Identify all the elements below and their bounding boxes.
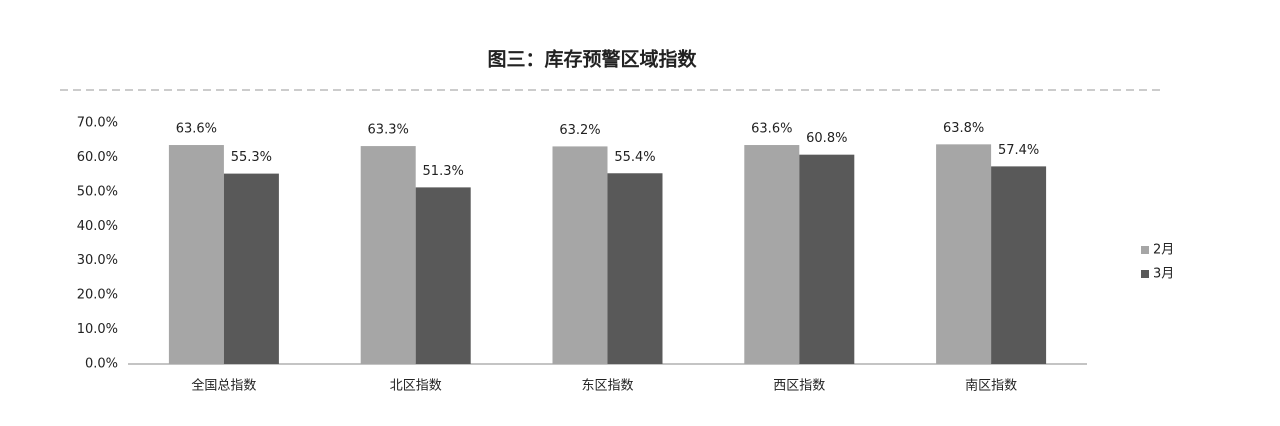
y-tick-label: 50.0% bbox=[77, 184, 118, 199]
x-tick-label: 东区指数 bbox=[581, 379, 633, 394]
chart-title: 图三：库存预警区域指数 bbox=[487, 48, 697, 71]
legend-label: 2月 bbox=[1153, 243, 1174, 258]
x-tick-label: 全国总指数 bbox=[191, 378, 256, 394]
x-tick-label: 北区指数 bbox=[390, 379, 442, 394]
bar bbox=[415, 187, 471, 364]
value-label: 63.6% bbox=[751, 122, 792, 137]
value-label: 63.8% bbox=[943, 121, 984, 136]
bar bbox=[552, 146, 608, 364]
y-tick-label: 0.0% bbox=[85, 357, 118, 372]
value-label: 55.3% bbox=[231, 150, 272, 165]
x-tick-label: 西区指数 bbox=[773, 379, 825, 394]
value-label: 60.8% bbox=[806, 131, 847, 146]
legend-swatch bbox=[1141, 246, 1149, 254]
bar bbox=[936, 144, 992, 364]
y-tick-label: 70.0% bbox=[77, 116, 118, 131]
bar bbox=[168, 145, 224, 364]
value-label: 51.3% bbox=[423, 164, 464, 179]
bar bbox=[744, 145, 800, 364]
value-label: 55.4% bbox=[614, 150, 655, 165]
bar bbox=[360, 146, 416, 364]
bar bbox=[991, 166, 1047, 364]
legend-label: 3月 bbox=[1153, 267, 1174, 282]
y-tick-label: 20.0% bbox=[77, 288, 118, 303]
y-tick-label: 60.0% bbox=[77, 150, 118, 165]
value-label: 63.6% bbox=[176, 122, 217, 137]
y-tick-label: 10.0% bbox=[77, 322, 118, 337]
y-tick-label: 30.0% bbox=[77, 253, 118, 268]
bar bbox=[607, 173, 663, 364]
legend-swatch bbox=[1141, 270, 1149, 278]
x-tick-label: 南区指数 bbox=[965, 378, 1017, 394]
y-tick-label: 40.0% bbox=[77, 219, 118, 234]
bar bbox=[223, 173, 279, 364]
value-label: 63.3% bbox=[368, 123, 409, 138]
value-label: 57.4% bbox=[998, 143, 1039, 158]
value-label: 63.2% bbox=[559, 123, 600, 138]
bar bbox=[799, 154, 855, 364]
